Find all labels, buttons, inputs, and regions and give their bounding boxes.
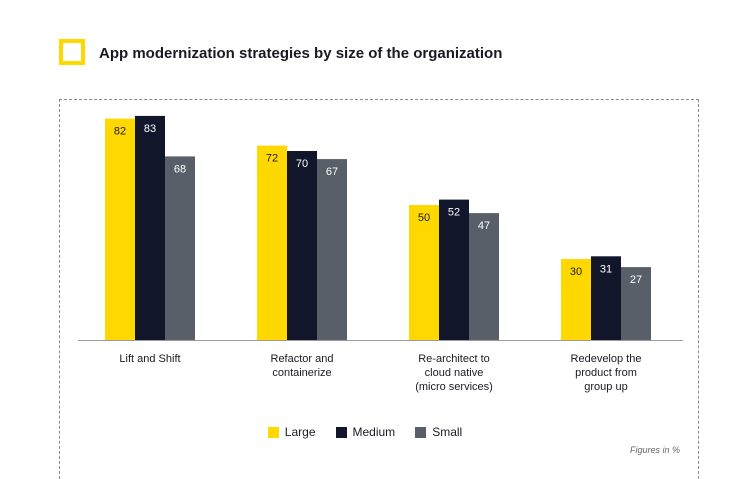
legend-label-small: Small xyxy=(432,425,463,439)
units-note: Figures in % xyxy=(630,445,681,455)
legend-item-small: Small xyxy=(415,425,462,439)
title-marker xyxy=(59,39,85,65)
category-label-1: Refactor and containerize xyxy=(271,353,334,379)
chart-title: App modernization strategies by size of … xyxy=(99,45,503,62)
data-label-large-3: 30 xyxy=(570,266,582,278)
bar-small-3 xyxy=(621,267,651,340)
data-label-large-2: 50 xyxy=(418,212,430,224)
data-label-medium-3: 31 xyxy=(600,263,612,275)
data-label-small-1: 67 xyxy=(326,166,338,178)
legend-swatch-medium xyxy=(335,426,347,438)
bar-large-1 xyxy=(257,145,287,340)
chart-frame xyxy=(59,99,699,479)
bar-large-0 xyxy=(105,118,135,340)
data-label-small-2: 47 xyxy=(478,220,490,232)
bar-small-2 xyxy=(469,213,499,340)
bar-large-2 xyxy=(409,205,439,340)
data-label-medium-0: 83 xyxy=(144,123,156,135)
data-label-medium-2: 52 xyxy=(448,207,460,219)
legend-label-medium: Medium xyxy=(352,425,396,439)
data-label-medium-1: 70 xyxy=(296,158,308,170)
data-label-small-3: 27 xyxy=(630,274,642,286)
legend-swatch-large xyxy=(267,426,279,438)
category-label-3: Redevelop the product from group up xyxy=(571,353,642,393)
bar-medium-0 xyxy=(135,115,165,341)
legend-item-large: Large xyxy=(267,425,316,439)
bar-medium-1 xyxy=(287,151,317,340)
legend-item-medium: Medium xyxy=(335,425,396,439)
data-label-large-1: 72 xyxy=(266,153,278,165)
data-label-small-0: 68 xyxy=(174,163,186,175)
category-label-2: Re-architect to cloud native (micro servic… xyxy=(415,353,493,393)
legend-label-large: Large xyxy=(284,425,316,439)
bar-medium-3 xyxy=(591,256,621,340)
legend-swatch-small xyxy=(415,426,427,438)
bar-small-1 xyxy=(317,159,347,340)
bar-medium-2 xyxy=(439,199,469,340)
bar-small-0 xyxy=(165,156,195,340)
data-label-large-0: 82 xyxy=(114,126,126,138)
bar-chart: 82 83 68 Lift and Shift 72 70 67 Refactor and co… xyxy=(78,115,683,393)
legend: Large Medium Small xyxy=(0,425,730,439)
bar-large-3 xyxy=(561,259,591,340)
category-label-0: Lift and Shift xyxy=(119,353,180,365)
